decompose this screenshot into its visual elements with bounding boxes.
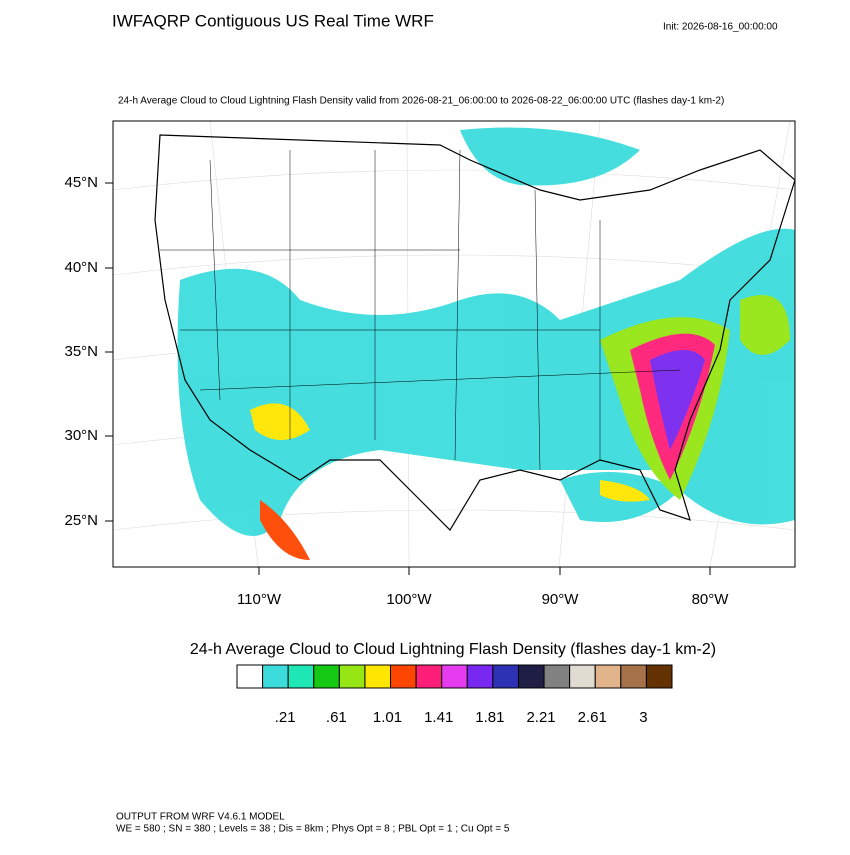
init-time: Init: 2026-08-16_00:00:00 (663, 22, 778, 33)
colorbar-swatch (415, 664, 443, 689)
colorbar-label: 2.61 (578, 709, 607, 726)
colorbar-swatch (594, 664, 622, 689)
colorbar-swatch (262, 664, 289, 689)
title: IWFAQRP Contiguous US Real Time WRF (112, 11, 434, 30)
us-outline (154, 134, 795, 531)
colorbar-swatch (364, 664, 392, 689)
colorbar-swatch (620, 664, 647, 689)
footer-line: OUTPUT FROM WRF V4.6.1 MODEL (116, 812, 285, 823)
lon-label: 110°W (237, 591, 282, 608)
footer-line: WE = 580 ; SN = 380 ; Levels = 38 ; Dis … (116, 824, 510, 835)
lon-labels: 110°W 100°W 90°W 80°W (237, 591, 729, 608)
lat-labels: 45°N 40°N 35°N 30°N 25°N (64, 174, 98, 529)
colorbar-swatch (492, 664, 519, 689)
colorbar-label: .61 (326, 709, 347, 726)
colorbar-swatch (338, 664, 366, 689)
colorbar-label: 1.41 (424, 709, 453, 726)
colorbar-swatch (517, 664, 545, 689)
lightning-field (177, 127, 795, 560)
colorbar-swatch (441, 664, 468, 689)
colorbar-label: 1.01 (373, 709, 402, 726)
state-lines (160, 149, 681, 471)
map: 45°N 40°N 35°N 30°N 25°N 110°W 100°W 90°W 80°W (64, 120, 796, 608)
colorbar-swatch (543, 664, 571, 689)
colorbar-swatch (466, 664, 494, 689)
colorbar-swatch (287, 664, 315, 689)
colorbar-swatch (390, 664, 417, 689)
lon-label: 90°W (542, 591, 580, 608)
colorbar: .21 .61 1.01 1.41 1.81 2.21 2.61 3 (236, 664, 673, 726)
colorbar-title: 24-h Average Cloud to Cloud Lightning Fl… (190, 641, 716, 658)
lat-label: 25°N (64, 512, 98, 529)
colorbar-swatch (569, 664, 596, 689)
lat-label: 40°N (64, 259, 98, 276)
colorbar-label: 2.21 (526, 709, 555, 726)
lon-label: 100°W (386, 591, 432, 608)
lat-label: 35°N (64, 343, 98, 360)
lat-label: 45°N (64, 174, 98, 191)
colorbar-swatch (236, 664, 264, 689)
colorbar-swatch (313, 664, 340, 689)
lat-label: 30°N (64, 427, 98, 444)
subtitle: 24-h Average Cloud to Cloud Lightning Fl… (118, 96, 724, 107)
colorbar-label: 3 (639, 709, 647, 726)
colorbar-label: 1.81 (475, 709, 504, 726)
colorbar-swatch (645, 664, 673, 689)
lon-label: 80°W (692, 591, 730, 608)
colorbar-label: .21 (275, 709, 296, 726)
